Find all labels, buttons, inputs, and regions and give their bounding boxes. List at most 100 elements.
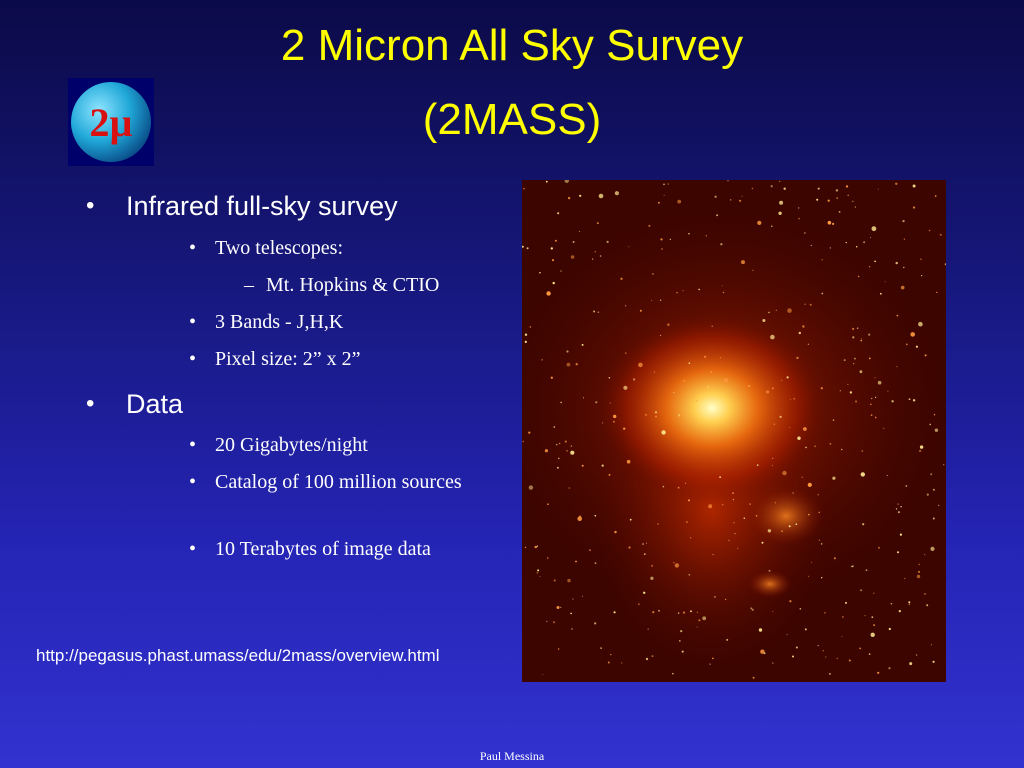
star-point [682, 290, 684, 292]
star-point [773, 423, 776, 425]
star-point [719, 357, 722, 359]
star-point [716, 214, 719, 217]
star-point [714, 195, 717, 198]
star-point [908, 601, 911, 604]
star-point [933, 414, 936, 416]
star-point [789, 427, 791, 429]
star-point [921, 275, 923, 277]
star-point [577, 516, 582, 521]
star-point [774, 502, 776, 504]
star-point [551, 259, 555, 262]
star-point [557, 212, 560, 215]
star-point [832, 419, 835, 421]
star-point [798, 217, 800, 220]
star-point [673, 562, 675, 564]
star-point [878, 546, 880, 549]
star-point [912, 206, 916, 209]
star-point [748, 385, 750, 387]
star-point [696, 626, 698, 628]
star-point [597, 311, 600, 313]
star-point [660, 334, 662, 337]
star-point [570, 255, 575, 259]
star-point [859, 370, 863, 374]
star-point [839, 390, 841, 392]
star-point [847, 383, 849, 386]
star-point [609, 402, 612, 404]
star-point [801, 476, 803, 478]
star-point [708, 504, 713, 509]
star-point [871, 616, 874, 618]
star-point [909, 662, 913, 666]
star-point [614, 530, 617, 534]
star-point [727, 180, 729, 182]
slide-title-line-2: (2MASS) [422, 95, 602, 144]
star-point [564, 440, 567, 443]
star-point [868, 333, 871, 336]
star-point [932, 488, 935, 491]
star-point [567, 578, 571, 583]
star-point [657, 523, 659, 525]
star-point [556, 466, 559, 469]
star-point [870, 632, 875, 637]
star-point [807, 482, 812, 487]
star-point [771, 225, 773, 227]
star-point [594, 514, 597, 517]
star-point [890, 602, 893, 605]
star-point [810, 244, 812, 247]
star-point [903, 266, 905, 269]
star-point [648, 224, 651, 227]
star-point [865, 569, 868, 571]
star-point [879, 292, 882, 295]
star-point [655, 415, 657, 418]
star-point [918, 563, 920, 566]
star-point [905, 343, 908, 346]
star-point [855, 245, 858, 248]
star-point [860, 339, 862, 342]
star-point [870, 403, 872, 405]
star-point [752, 269, 754, 272]
overview-link[interactable]: http://pegasus.phast.umass/edu/2mass/ove… [36, 646, 440, 665]
star-point [817, 187, 820, 190]
star-point [529, 326, 531, 328]
star-point [722, 291, 725, 294]
star-point [524, 333, 528, 336]
star-point [868, 357, 871, 360]
star-point [560, 270, 562, 272]
star-point [632, 378, 636, 381]
star-point [910, 332, 915, 337]
star-point [545, 180, 548, 183]
star-point [772, 662, 774, 664]
star-point [734, 533, 736, 535]
star-point [541, 359, 543, 361]
star-point [930, 546, 935, 551]
star-point [720, 243, 723, 246]
star-point [874, 260, 876, 263]
star-point [722, 504, 724, 506]
star-point [771, 464, 773, 466]
star-point [772, 457, 774, 459]
star-point [594, 622, 597, 625]
star-point [817, 494, 819, 496]
star-point [661, 248, 663, 250]
star-point [556, 444, 558, 446]
star-point [870, 237, 871, 238]
star-point [689, 537, 692, 539]
star-point [523, 188, 525, 190]
star-point [848, 659, 851, 662]
star-point [661, 430, 666, 435]
star-point [756, 464, 759, 466]
star-point [861, 338, 863, 340]
star-point [628, 246, 630, 248]
star-point [553, 426, 556, 428]
star-point [871, 226, 877, 232]
star-point [643, 591, 646, 594]
star-point [737, 547, 739, 549]
star-point [768, 569, 771, 572]
star-point [856, 327, 859, 329]
star-point [642, 543, 644, 545]
star-point [610, 654, 612, 656]
star-point [851, 565, 854, 568]
star-point [915, 654, 918, 656]
star-point [599, 255, 602, 257]
star-point [678, 414, 681, 417]
